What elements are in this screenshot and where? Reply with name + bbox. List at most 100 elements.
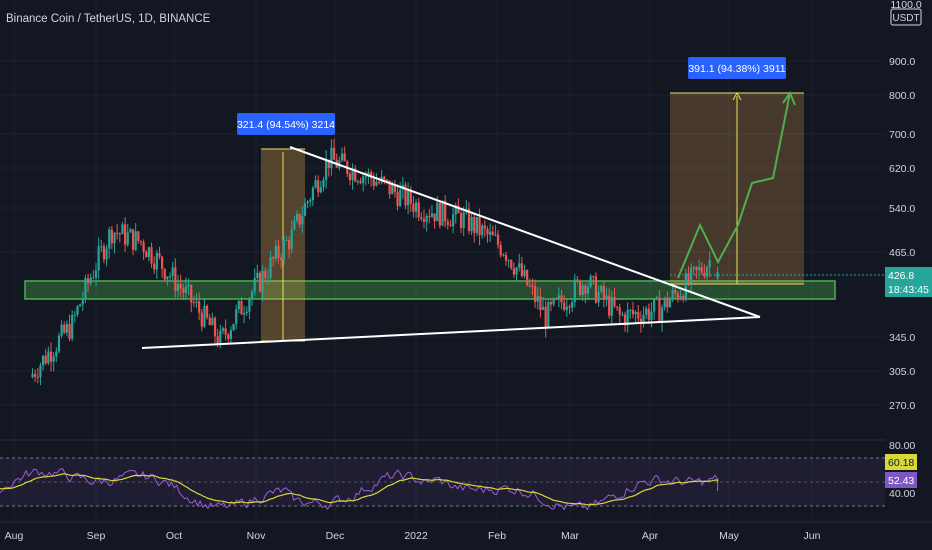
price-tick-label: 305.0 <box>889 366 915 378</box>
candle-body <box>687 273 690 284</box>
candle-body <box>531 285 534 287</box>
candle-body <box>605 295 608 300</box>
candle-body <box>539 296 542 311</box>
current-price-value: 426.8 <box>888 270 914 282</box>
candle-body <box>232 323 235 331</box>
candle-body <box>92 277 95 279</box>
candle-body <box>679 296 682 300</box>
currency-badge[interactable] <box>890 8 922 26</box>
candle-body <box>692 266 695 269</box>
candle-body <box>568 306 571 308</box>
candle-body <box>483 225 486 229</box>
candle-body <box>507 259 510 261</box>
candle-body <box>420 217 423 219</box>
candle-body <box>356 181 359 183</box>
current-price-tag[interactable]: 426.8 18:43:45 <box>885 267 932 297</box>
candle-body <box>134 231 137 250</box>
candle-body <box>615 306 619 308</box>
candle-body <box>166 276 169 280</box>
candle-body <box>399 189 402 207</box>
candle-body <box>441 200 444 226</box>
candle-body <box>462 212 465 229</box>
time-axis-label: Jun <box>804 530 821 542</box>
descending-trendline[interactable] <box>289 146 761 318</box>
candle-body <box>700 267 703 273</box>
candle-body <box>647 308 650 320</box>
candle-body <box>200 312 203 327</box>
measure-label-left[interactable]: 321.4 (94.54%) 3214 <box>237 113 335 135</box>
candle-body <box>414 202 418 212</box>
candle-body <box>428 216 431 218</box>
candle-body <box>388 180 391 195</box>
candle-body <box>184 286 188 293</box>
candle-body <box>216 336 219 345</box>
candle-body <box>444 200 447 222</box>
price-scale[interactable]: 1100.0 USDT <box>885 0 932 440</box>
candle-body <box>174 267 177 291</box>
time-axis[interactable]: Aug Sep Oct Nov Dec 2022 Feb Mar Apr May Jun <box>5 530 821 542</box>
candle-body <box>179 284 182 289</box>
candle-body <box>597 291 600 303</box>
candle-body <box>676 293 680 300</box>
candle-body <box>491 231 494 236</box>
support-zone[interactable] <box>24 280 836 300</box>
candle-body <box>89 278 92 284</box>
price-tick-label: 345.0 <box>889 332 915 344</box>
candle-body <box>81 298 84 305</box>
candle-body <box>602 285 605 300</box>
projection-path[interactable] <box>677 92 791 279</box>
rsi-band <box>0 458 885 506</box>
candle-body <box>496 234 500 245</box>
candle-body <box>544 306 547 328</box>
rsi-line[interactable] <box>0 468 719 511</box>
candle-body <box>512 268 516 275</box>
candle-body <box>55 351 58 357</box>
candle-body <box>422 218 426 222</box>
candle-body <box>182 288 185 293</box>
candle-body <box>44 355 47 364</box>
candle-body <box>264 270 267 279</box>
candle-body <box>613 297 616 307</box>
candle-body <box>359 181 362 184</box>
time-axis-label: Feb <box>488 530 506 542</box>
candle-body <box>454 205 457 215</box>
rsi-value: 52.43 <box>888 475 914 487</box>
candle-body <box>695 266 698 271</box>
time-axis-label: Apr <box>642 530 659 542</box>
candle-body <box>277 245 280 258</box>
candle-body <box>600 285 603 292</box>
time-axis-label: Nov <box>247 530 266 542</box>
candle-body <box>195 301 198 303</box>
candle-body <box>293 220 296 230</box>
candle-body <box>666 297 669 308</box>
candle-body <box>285 240 288 242</box>
time-axis-label: May <box>719 530 740 542</box>
candle-body <box>708 260 711 268</box>
candle-body <box>639 318 643 324</box>
candle-body <box>459 213 463 229</box>
rsi-ma-line[interactable] <box>0 473 719 506</box>
candle-body <box>102 246 106 260</box>
candle-body <box>171 267 174 277</box>
candle-body <box>282 240 285 260</box>
ascending-trendline[interactable] <box>141 316 761 349</box>
candle-body <box>137 231 140 242</box>
price-scale-top-label: 1100.0 <box>890 0 921 11</box>
measure-label-right[interactable]: 391.1 (94.38%) 3911 <box>688 57 786 79</box>
candle-body <box>385 179 389 181</box>
rsi-scale[interactable]: 80.00 40.00 60.18 52.43 <box>885 440 917 500</box>
candle-body <box>322 179 325 188</box>
rsi-tick-80: 80.00 <box>889 440 915 452</box>
price-tick-label: 540.0 <box>889 203 915 215</box>
candle-body <box>272 257 275 259</box>
price-tick-label: 700.0 <box>889 129 915 141</box>
candle-body <box>269 257 272 278</box>
candle-body <box>486 228 489 235</box>
time-axis-label: Mar <box>561 530 580 542</box>
candle-body <box>317 180 320 193</box>
candle-body <box>68 323 71 339</box>
candle-body <box>348 173 352 181</box>
candle-body <box>161 256 164 269</box>
price-tick-label: 620.0 <box>889 163 915 175</box>
